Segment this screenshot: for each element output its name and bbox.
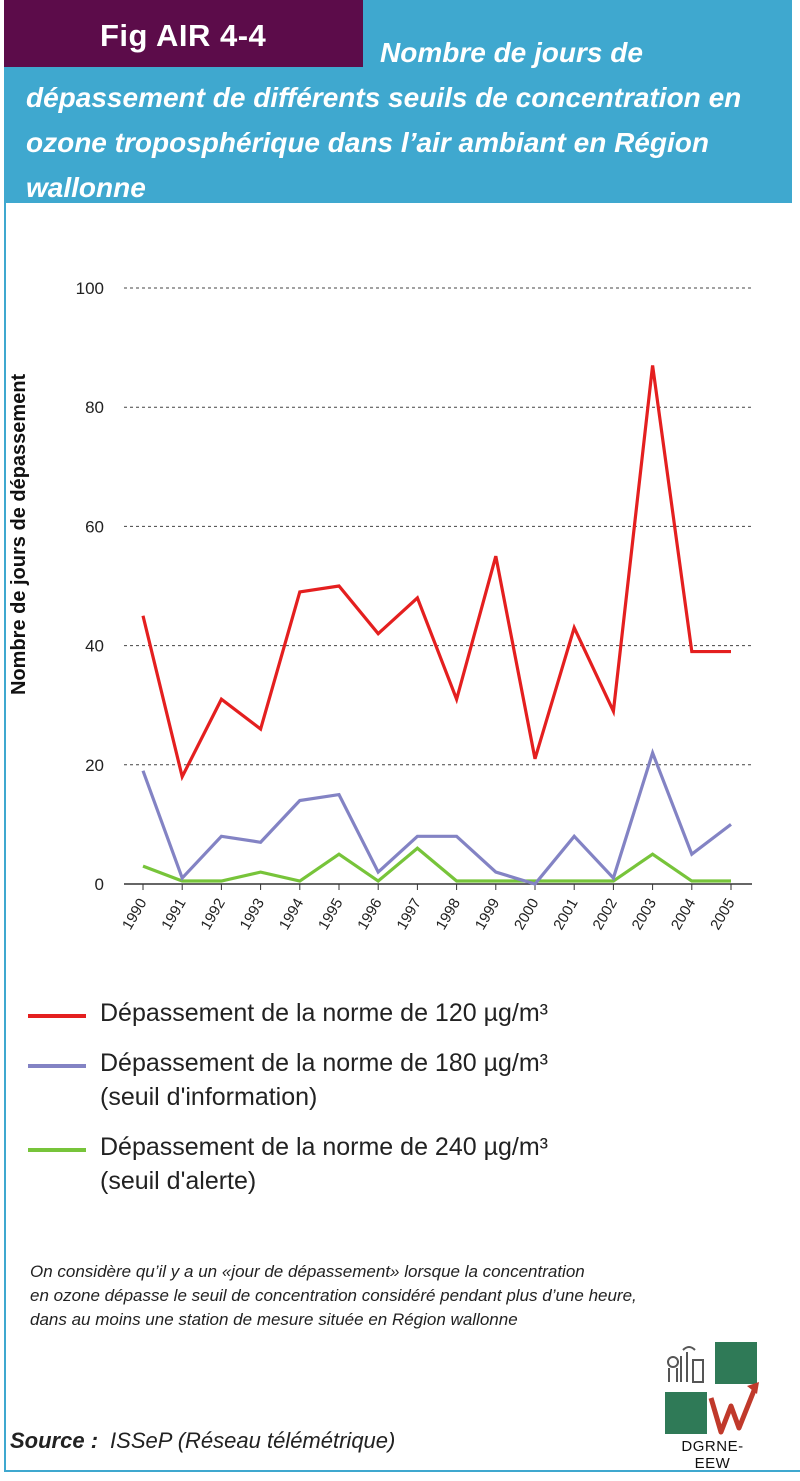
data-point-series-2 xyxy=(691,881,692,882)
x-tick-label: 1994 xyxy=(276,896,307,933)
x-tick-label: 2005 xyxy=(707,896,738,933)
logo-square-bottom-left xyxy=(665,1392,707,1434)
data-point-series-2 xyxy=(456,881,457,882)
frame-border-bottom xyxy=(4,1470,800,1472)
x-tick-label: 1998 xyxy=(433,896,464,933)
data-point-series-1 xyxy=(417,836,418,837)
data-point-series-1 xyxy=(613,878,614,879)
dgrne-logo: DGRNE-EEW xyxy=(665,1342,760,1474)
data-point-series-0 xyxy=(495,556,496,557)
data-point-series-1 xyxy=(378,872,379,873)
logo-w-arrow-icon xyxy=(708,1382,759,1435)
line-chart: 0 20 40 60 80 100 1990 1991 1992 1993 1994 1995 1996… xyxy=(76,279,752,933)
data-point-series-1 xyxy=(574,836,575,837)
x-tick-label: 1995 xyxy=(315,896,346,933)
y-tick-label: 40 xyxy=(85,637,104,656)
x-tick-label: 2002 xyxy=(589,896,620,933)
data-point-series-1 xyxy=(535,884,536,885)
x-tick-label: 1991 xyxy=(158,896,189,933)
legend-item-180: Dépassement de la norme de 180 µg/m³ (se… xyxy=(28,1046,708,1114)
x-tick-label: 2003 xyxy=(629,896,660,933)
data-point-series-2 xyxy=(652,854,653,855)
legend-item-120: Dépassement de la norme de 120 µg/m³ xyxy=(28,996,708,1030)
logo-square-top-right xyxy=(715,1342,757,1384)
legend-label-240: Dépassement de la norme de 240 µg/m³ (se… xyxy=(100,1133,548,1195)
x-tick-label: 1999 xyxy=(472,896,503,933)
data-point-series-2 xyxy=(260,872,261,873)
x-tick-label: 1992 xyxy=(197,896,228,933)
logo-text: DGRNE-EEW xyxy=(681,1438,744,1472)
data-point-series-0 xyxy=(456,699,457,700)
data-point-series-1 xyxy=(260,842,261,843)
data-point-series-0 xyxy=(378,633,379,634)
figure-title: Nombre de jours de dépassement de différ… xyxy=(26,37,742,203)
data-point-series-0 xyxy=(691,651,692,652)
source-line: Source : ISSeP (Réseau télémétrique) xyxy=(10,1428,395,1454)
data-point-series-2 xyxy=(495,881,496,882)
data-point-series-0 xyxy=(221,699,222,700)
data-point-series-0 xyxy=(299,591,300,592)
source-label: Source : xyxy=(10,1428,99,1453)
y-tick-label: 20 xyxy=(85,756,104,775)
figure-label: Fig AIR 4-4 xyxy=(100,18,267,53)
y-tick-label: 0 xyxy=(95,875,104,894)
data-point-series-2 xyxy=(731,881,732,882)
data-point-series-1 xyxy=(143,770,144,771)
x-tick-label: 1993 xyxy=(237,896,268,933)
data-point-series-1 xyxy=(691,854,692,855)
y-tick-label: 60 xyxy=(85,517,104,536)
series-line-2 xyxy=(142,846,731,884)
data-point-series-0 xyxy=(143,615,144,616)
data-point-series-0 xyxy=(652,365,653,366)
data-point-series-2 xyxy=(339,854,340,855)
data-point-series-0 xyxy=(731,651,732,652)
data-point-series-0 xyxy=(613,711,614,712)
data-point-series-2 xyxy=(143,866,144,867)
data-point-series-1 xyxy=(652,752,653,753)
data-point-series-0 xyxy=(574,627,575,628)
data-point-series-2 xyxy=(299,881,300,882)
data-point-series-1 xyxy=(221,836,222,837)
x-tick-label: 2001 xyxy=(550,896,581,933)
series-line-1 xyxy=(141,748,732,886)
data-point-series-0 xyxy=(339,586,340,587)
frame-border-left xyxy=(4,0,6,1472)
logo-pictogram xyxy=(665,1342,707,1384)
legend-label-180: Dépassement de la norme de 180 µg/m³ (se… xyxy=(100,1049,548,1111)
data-point-series-1 xyxy=(731,824,732,825)
legend-swatch-240 xyxy=(28,1148,86,1152)
series-line-0 xyxy=(141,365,731,782)
data-point-series-0 xyxy=(260,729,261,730)
data-point-series-1 xyxy=(339,794,340,795)
data-point-series-2 xyxy=(378,881,379,882)
source-text: ISSeP (Réseau télémétrique) xyxy=(110,1428,396,1453)
data-point-series-1 xyxy=(299,800,300,801)
data-point-series-1 xyxy=(495,872,496,873)
data-point-series-2 xyxy=(417,848,418,849)
legend-label-120: Dépassement de la norme de 120 µg/m³ xyxy=(100,999,548,1027)
x-tick-label: 1996 xyxy=(354,896,385,933)
y-tick-label: 80 xyxy=(85,398,104,417)
data-point-series-1 xyxy=(182,878,183,879)
data-point-series-2 xyxy=(574,881,575,882)
figure-tab: Fig AIR 4-4 xyxy=(4,0,363,67)
legend-item-240: Dépassement de la norme de 240 µg/m³ (se… xyxy=(28,1130,708,1198)
legend-swatch-180 xyxy=(28,1064,86,1068)
data-point-series-1 xyxy=(456,836,457,837)
legend-swatch-120 xyxy=(28,1014,86,1018)
y-tick-label: 100 xyxy=(76,279,104,298)
x-tick-label: 2000 xyxy=(511,896,542,933)
legend: Dépassement de la norme de 120 µg/m³ Dép… xyxy=(28,996,708,1214)
data-point-series-0 xyxy=(182,776,183,777)
data-point-series-0 xyxy=(417,597,418,598)
data-point-series-0 xyxy=(535,758,536,759)
data-point-series-2 xyxy=(221,881,222,882)
x-tick-label: 2004 xyxy=(668,896,699,933)
definition-note: On considère qu’il y a un «jour de dépas… xyxy=(30,1262,637,1329)
x-tick-label: 1990 xyxy=(119,896,150,933)
x-tick-label: 1997 xyxy=(393,896,424,933)
